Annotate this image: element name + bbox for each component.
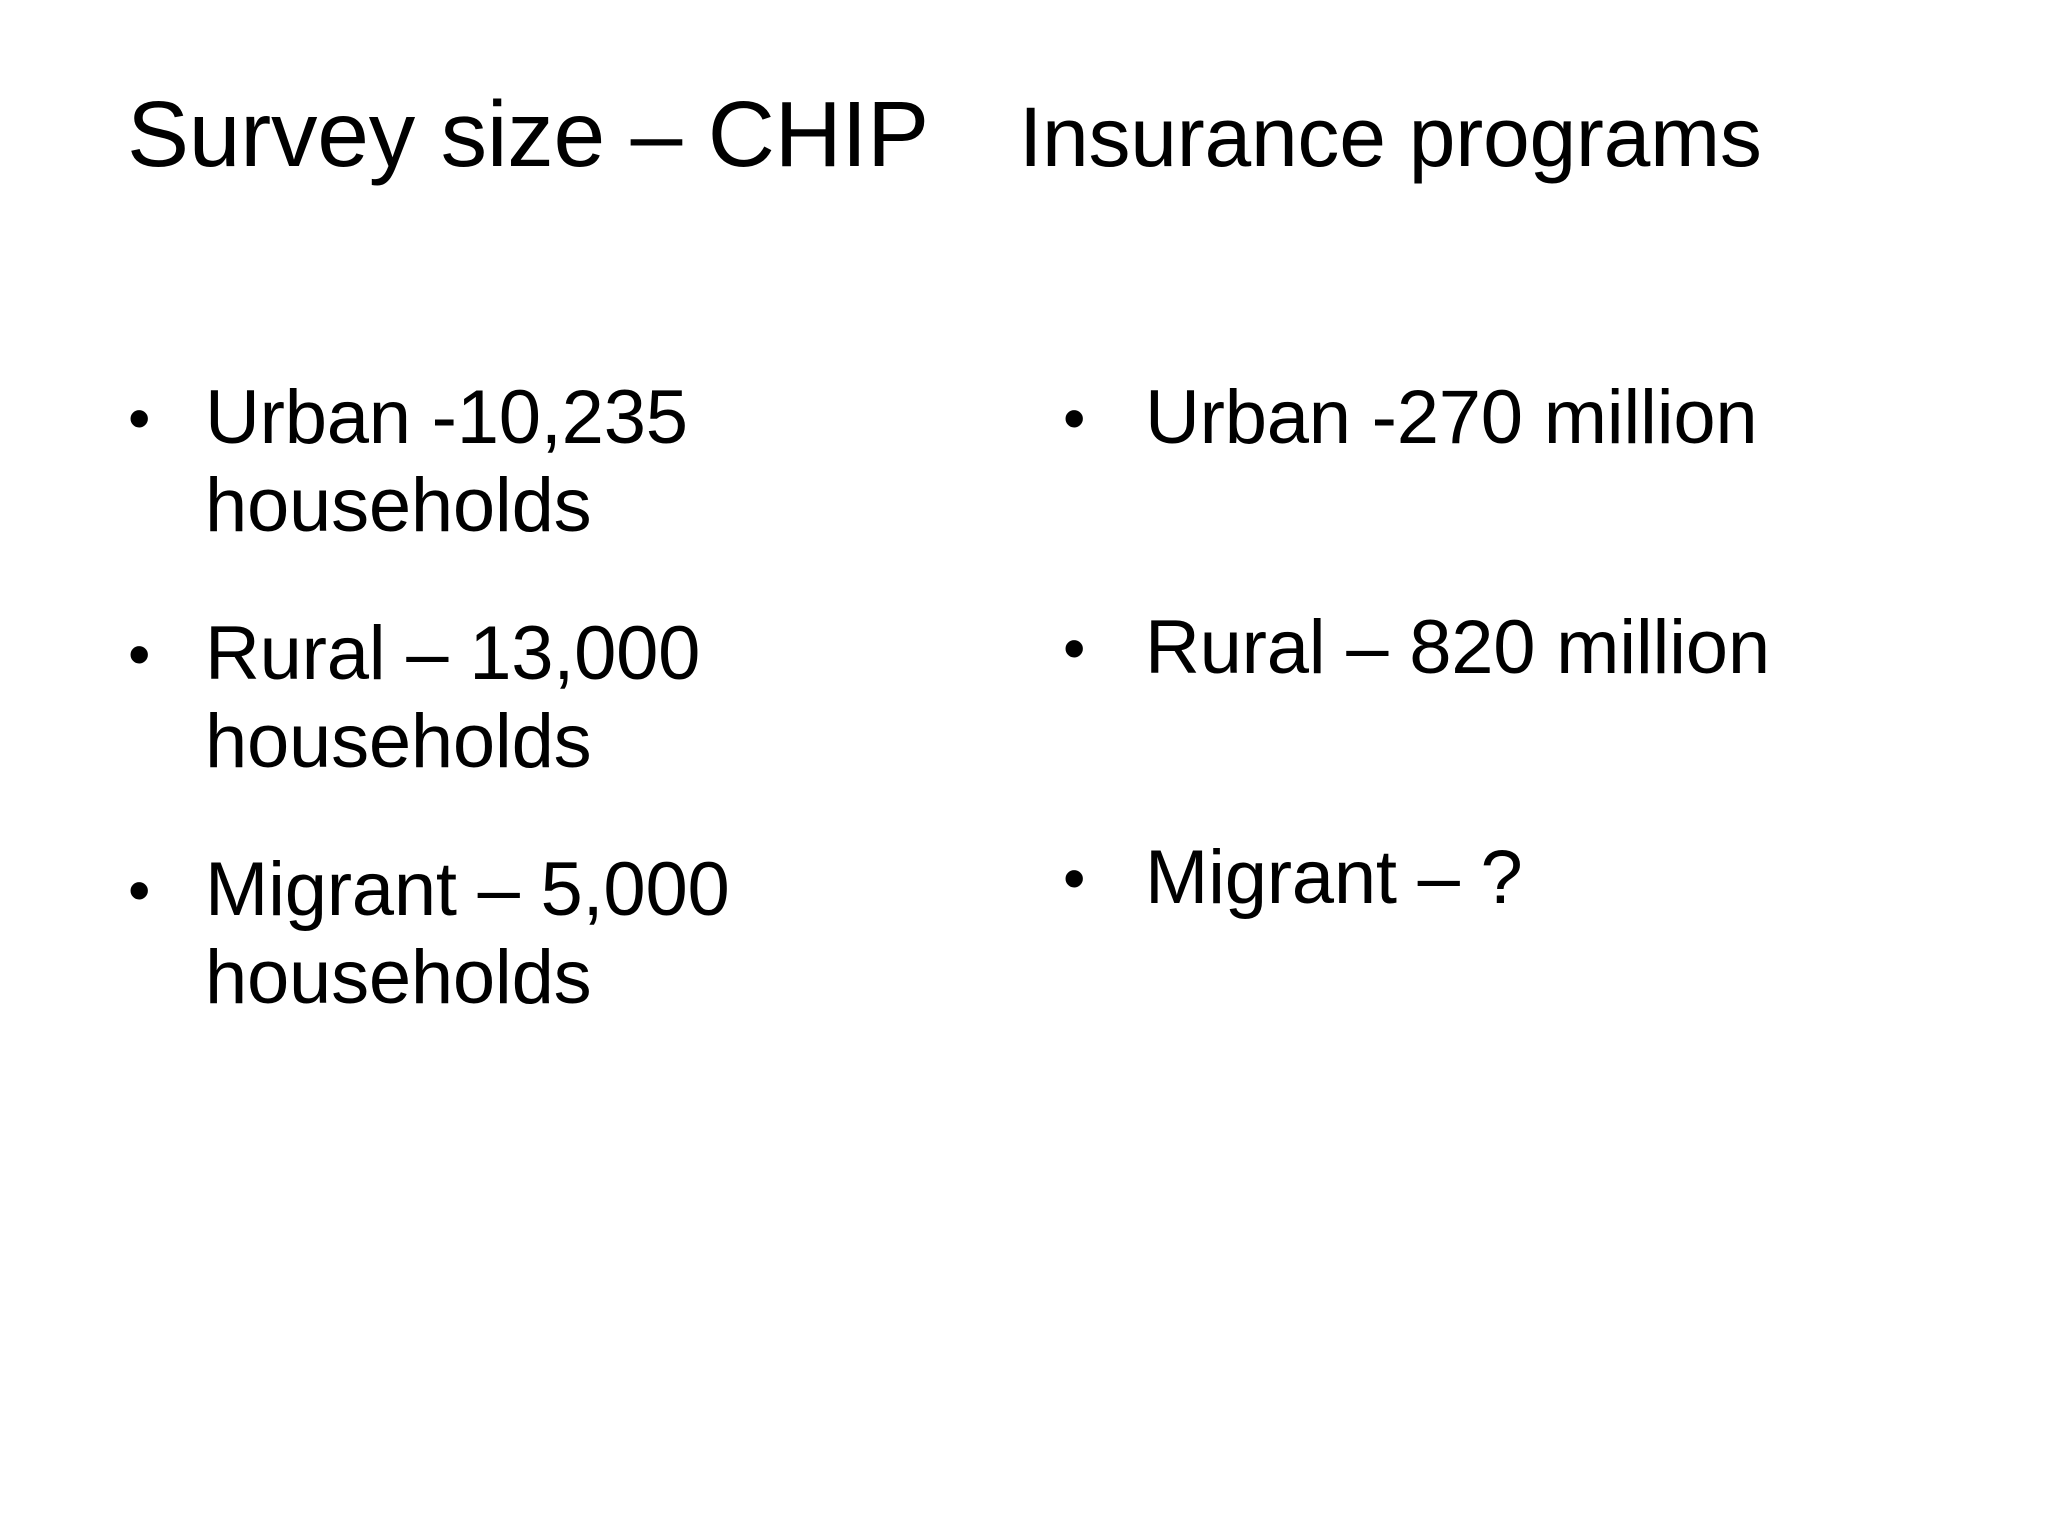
bullet-text-rural-households: Rural – 13,000 households [205,611,701,784]
bullet-text-migrant-households: Migrant – 5,000 households [205,847,730,1020]
title-survey-size-chip: Survey size – CHIP [127,82,929,186]
bullet-text-urban-households: Urban -10,235 households [205,375,688,548]
bullet-icon: • [1063,842,1086,914]
column-insurance-programs: • Urban -270 million • Rural – 820 milli… [1063,374,1965,1064]
list-item: • Urban -10,235 households [128,374,768,550]
bullet-text-migrant-unknown: Migrant – ? [1145,835,1523,920]
list-item: • Urban -270 million [1063,374,1965,462]
slide-title: Survey size – CHIP Insurance programs [127,88,1762,181]
bullet-text-urban-million: Urban -270 million [1145,375,1758,460]
column-survey-size: • Urban -10,235 households • Rural – 13,… [128,374,768,1082]
bullet-icon: • [128,382,151,454]
bullet-icon: • [1063,612,1086,684]
bullet-text-rural-million: Rural – 820 million [1145,605,1770,690]
title-insurance-programs: Insurance programs [1018,90,1762,184]
bullet-icon: • [128,854,151,926]
bullet-icon: • [128,618,151,690]
list-item: • Migrant – ? [1063,834,1965,922]
list-item: • Migrant – 5,000 households [128,846,768,1022]
bullet-icon: • [1063,382,1086,454]
list-item: • Rural – 13,000 households [128,610,768,786]
list-item: • Rural – 820 million [1063,604,1965,692]
